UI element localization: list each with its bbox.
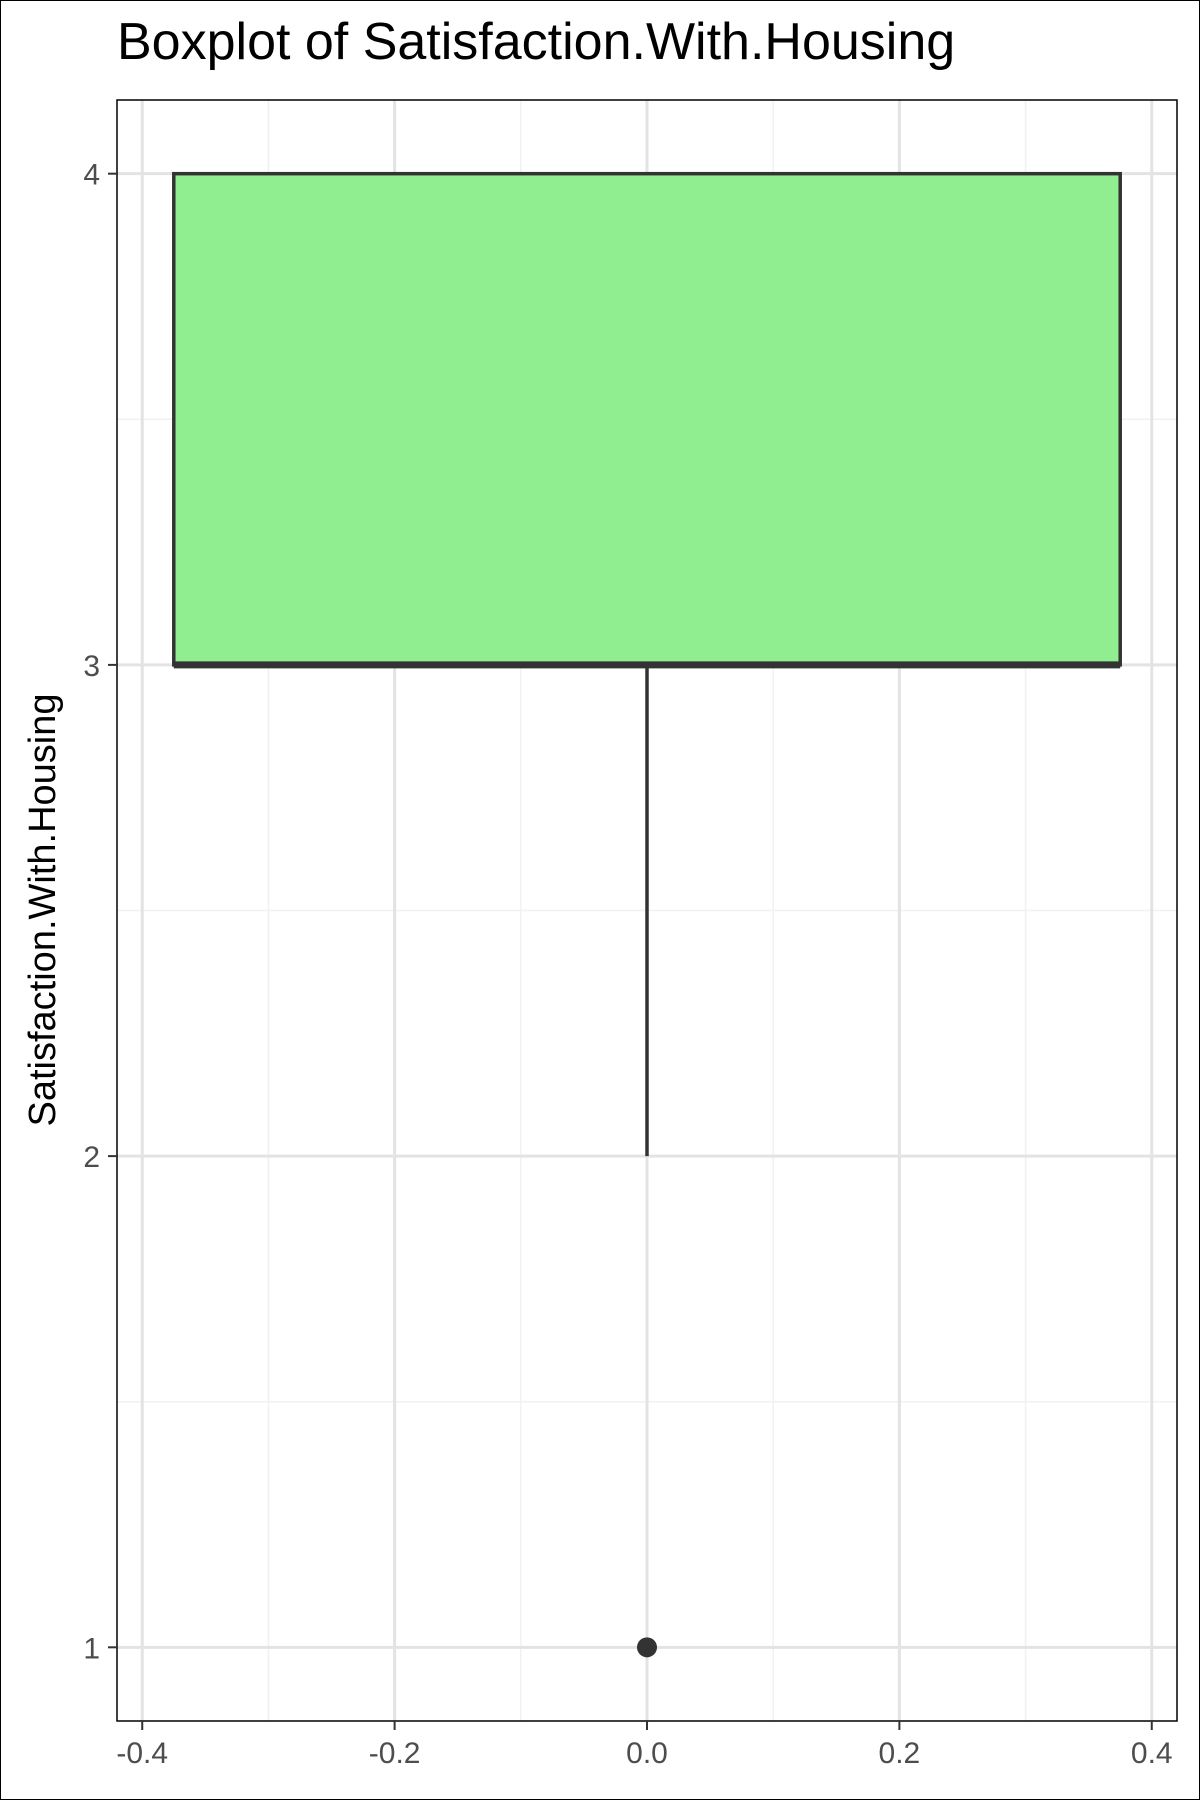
outlier-point [637,1637,657,1658]
axes: 1 2 3 4 -0.4 -0.2 0.0 0.2 0.4 [83,159,1172,1770]
x-tick-label: -0.2 [369,1737,421,1770]
boxplot-marks [172,171,1122,1658]
x-tick-label: 0.4 [1131,1737,1173,1770]
x-tick-label: -0.4 [116,1737,168,1770]
y-tick-label: 4 [83,159,100,192]
iqr-box [172,171,1122,667]
y-tick-label: 2 [83,1141,100,1174]
chart-title: Boxplot of Satisfaction.With.Housing [117,13,956,71]
y-tick-label: 1 [83,1632,100,1665]
x-tick-label: 0.0 [626,1737,668,1770]
y-tick-label: 3 [83,650,100,683]
x-tick-label: 0.2 [879,1737,921,1770]
y-axis-title: Satisfaction.With.Housing [22,694,64,1127]
